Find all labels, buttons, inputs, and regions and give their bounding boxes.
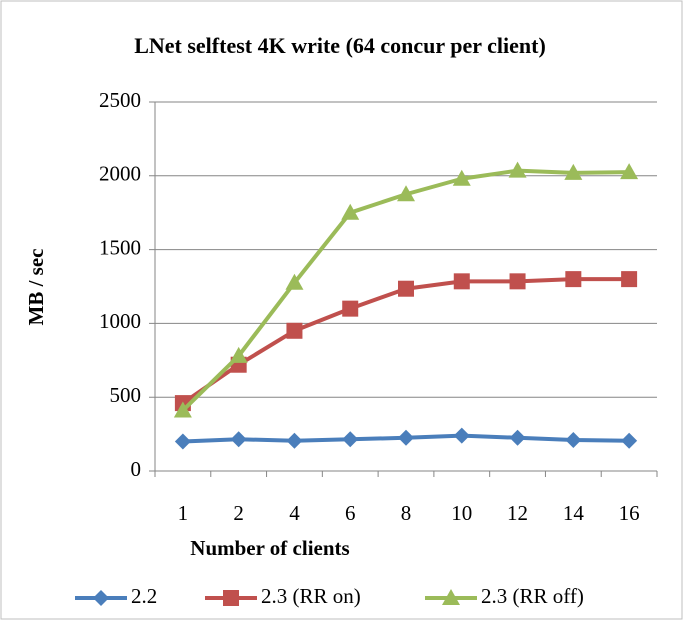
marker [565, 432, 582, 449]
marker [621, 432, 638, 449]
marker [442, 589, 460, 605]
x-tick-label: 1 [178, 501, 189, 525]
marker [509, 429, 526, 446]
marker [286, 432, 303, 449]
x-tick-label: 8 [401, 501, 412, 525]
x-tick-label: 4 [289, 501, 300, 525]
legend-label: 2.3 (RR off) [481, 584, 584, 608]
marker [342, 300, 359, 317]
marker [93, 590, 109, 606]
y-tick-label: 2000 [99, 162, 141, 186]
marker [285, 273, 304, 290]
marker [620, 163, 639, 180]
x-tick-label: 12 [507, 501, 528, 525]
marker [453, 427, 470, 444]
legend-label: 2.3 (RR on) [261, 584, 361, 608]
y-tick-label: 1000 [99, 309, 141, 333]
marker [223, 590, 239, 606]
chart-title: LNet selftest 4K write (64 concur per cl… [134, 33, 546, 58]
marker [230, 431, 247, 448]
marker [398, 280, 414, 297]
marker [342, 431, 359, 448]
marker [174, 433, 191, 450]
y-axis-label: MB / sec [24, 249, 48, 326]
y-tick-label: 2500 [99, 88, 141, 112]
y-tick-label: 1500 [99, 235, 141, 259]
x-tick-label: 6 [345, 501, 356, 525]
x-tick-label: 10 [451, 501, 472, 525]
marker [509, 273, 526, 290]
y-tick-label: 500 [110, 383, 142, 407]
marker [397, 185, 415, 202]
marker [173, 401, 192, 418]
marker [341, 203, 360, 220]
marker [286, 322, 303, 339]
x-axis-label: Number of clients [190, 536, 349, 560]
marker [508, 161, 527, 178]
marker [398, 429, 414, 446]
marker [564, 163, 583, 180]
marker [621, 271, 638, 288]
marker [452, 169, 471, 186]
x-tick-label: 2 [233, 501, 244, 525]
y-tick-label: 0 [131, 457, 142, 481]
marker [565, 271, 582, 288]
marker [453, 273, 470, 290]
legend-label: 2.2 [131, 584, 157, 608]
x-tick-label: 14 [563, 501, 585, 525]
marker [229, 346, 248, 363]
x-tick-label: 16 [619, 501, 640, 525]
